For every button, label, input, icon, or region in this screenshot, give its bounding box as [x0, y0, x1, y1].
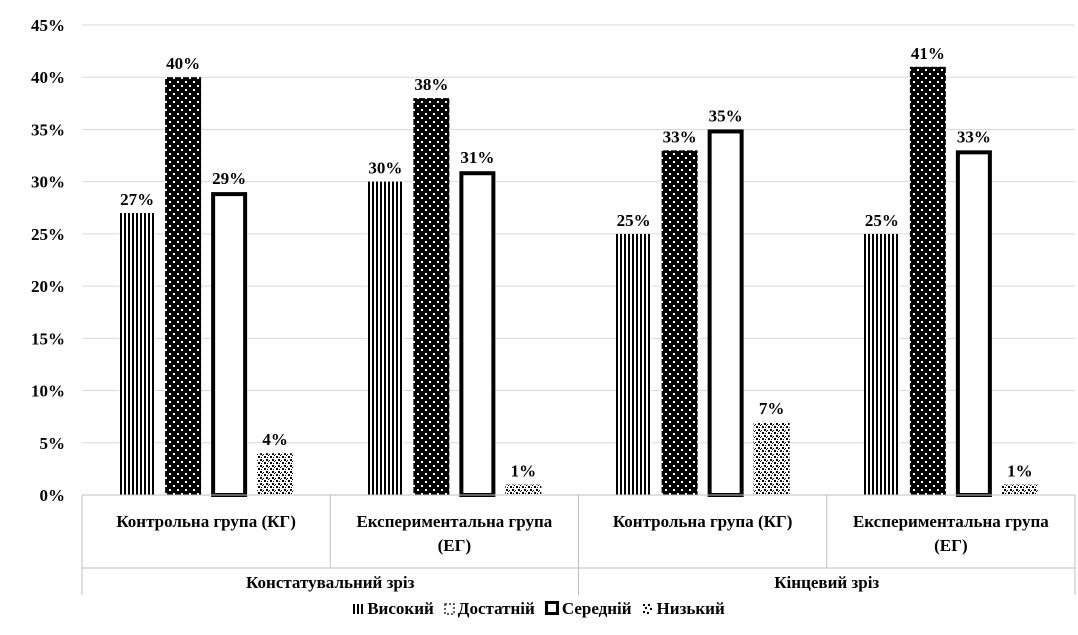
data-label: 33% — [957, 127, 991, 146]
gridlines — [82, 24, 1075, 444]
legend-label: Достатній — [457, 598, 535, 618]
x-category-label: (ЕГ) — [934, 536, 967, 555]
data-label: 7% — [759, 399, 785, 418]
bar-dots — [753, 421, 790, 495]
data-label: 25% — [617, 211, 651, 230]
data-label: 33% — [663, 127, 697, 146]
x-category-label: Експериментальна група — [853, 512, 1049, 531]
data-label: 27% — [120, 190, 154, 209]
data-label: 4% — [262, 430, 288, 449]
bar-checker — [413, 98, 450, 495]
y-tick-label: 15% — [31, 329, 65, 348]
x-category-label: Контрольна група (КГ) — [613, 512, 793, 531]
y-tick-label: 35% — [31, 120, 65, 139]
x-category-label: Контрольна група (КГ) — [116, 512, 296, 531]
legend-swatch-icon — [544, 600, 559, 620]
y-tick-label: 20% — [31, 277, 65, 296]
y-tick-label: 25% — [31, 225, 65, 244]
bar-hollow-outline — [211, 192, 248, 497]
y-axis: 0% 5% 10% 15% 20% 25% 30% 35% 40% 45% — [31, 16, 65, 505]
y-tick-label: 10% — [31, 382, 65, 401]
x-axis: Контрольна група (КГ) Експериментальна гр… — [81, 494, 1076, 595]
bar-checker — [661, 150, 698, 496]
y-tick-label: 40% — [31, 68, 65, 87]
x-group-label: Кінцевий зріз — [774, 573, 879, 592]
bars — [119, 66, 1038, 497]
legend-label: Низький — [656, 598, 725, 618]
y-tick-label: 5% — [40, 434, 66, 453]
bar-vertical-lines — [119, 213, 156, 495]
bar-hollow-outline — [707, 129, 744, 497]
legend-swatch-icon — [642, 600, 654, 620]
data-label: 41% — [911, 44, 945, 63]
data-label: 40% — [166, 54, 200, 73]
legend: Високий Достатній Середній Низький — [0, 598, 1078, 620]
legend-swatch-icon — [353, 600, 364, 620]
legend-item: Високий — [353, 599, 434, 620]
bar-hollow-outline — [459, 171, 496, 497]
data-labels: 27% 30% 25% 25% 40% 38% 33% 41% 29% 31% 35% 33% 4% 1%… — [120, 44, 1033, 481]
bar-dots — [257, 453, 294, 495]
data-label: 31% — [460, 148, 494, 167]
bar-vertical-lines — [367, 181, 404, 495]
bar-checker — [909, 66, 946, 496]
bar-hollow-outline — [955, 150, 992, 497]
legend-item: Низький — [642, 599, 725, 620]
data-label: 35% — [709, 106, 743, 125]
legend-item: Достатній — [444, 599, 535, 620]
x-category-label: Експериментальна група — [356, 512, 552, 531]
data-label: 30% — [368, 159, 402, 178]
y-tick-label: 30% — [31, 173, 65, 192]
bar-vertical-lines — [615, 233, 652, 495]
y-tick-label: 0% — [40, 486, 66, 505]
bar-dots — [505, 484, 542, 495]
legend-swatch-icon — [444, 600, 455, 620]
data-label: 38% — [414, 75, 448, 94]
data-label: 25% — [865, 211, 899, 230]
y-tick-label: 45% — [31, 16, 65, 35]
data-label: 1% — [511, 462, 537, 481]
x-category-label: (ЕГ) — [438, 536, 471, 555]
bar-vertical-lines — [863, 233, 900, 495]
data-label: 1% — [1007, 462, 1033, 481]
legend-label: Середній — [561, 598, 632, 618]
bar-checker — [165, 77, 202, 495]
x-group-label: Констатувальний зріз — [246, 573, 415, 592]
legend-item: Середній — [544, 598, 632, 620]
bar-dots — [1001, 484, 1038, 495]
data-label: 29% — [212, 169, 246, 188]
legend-label: Високий — [367, 598, 434, 618]
